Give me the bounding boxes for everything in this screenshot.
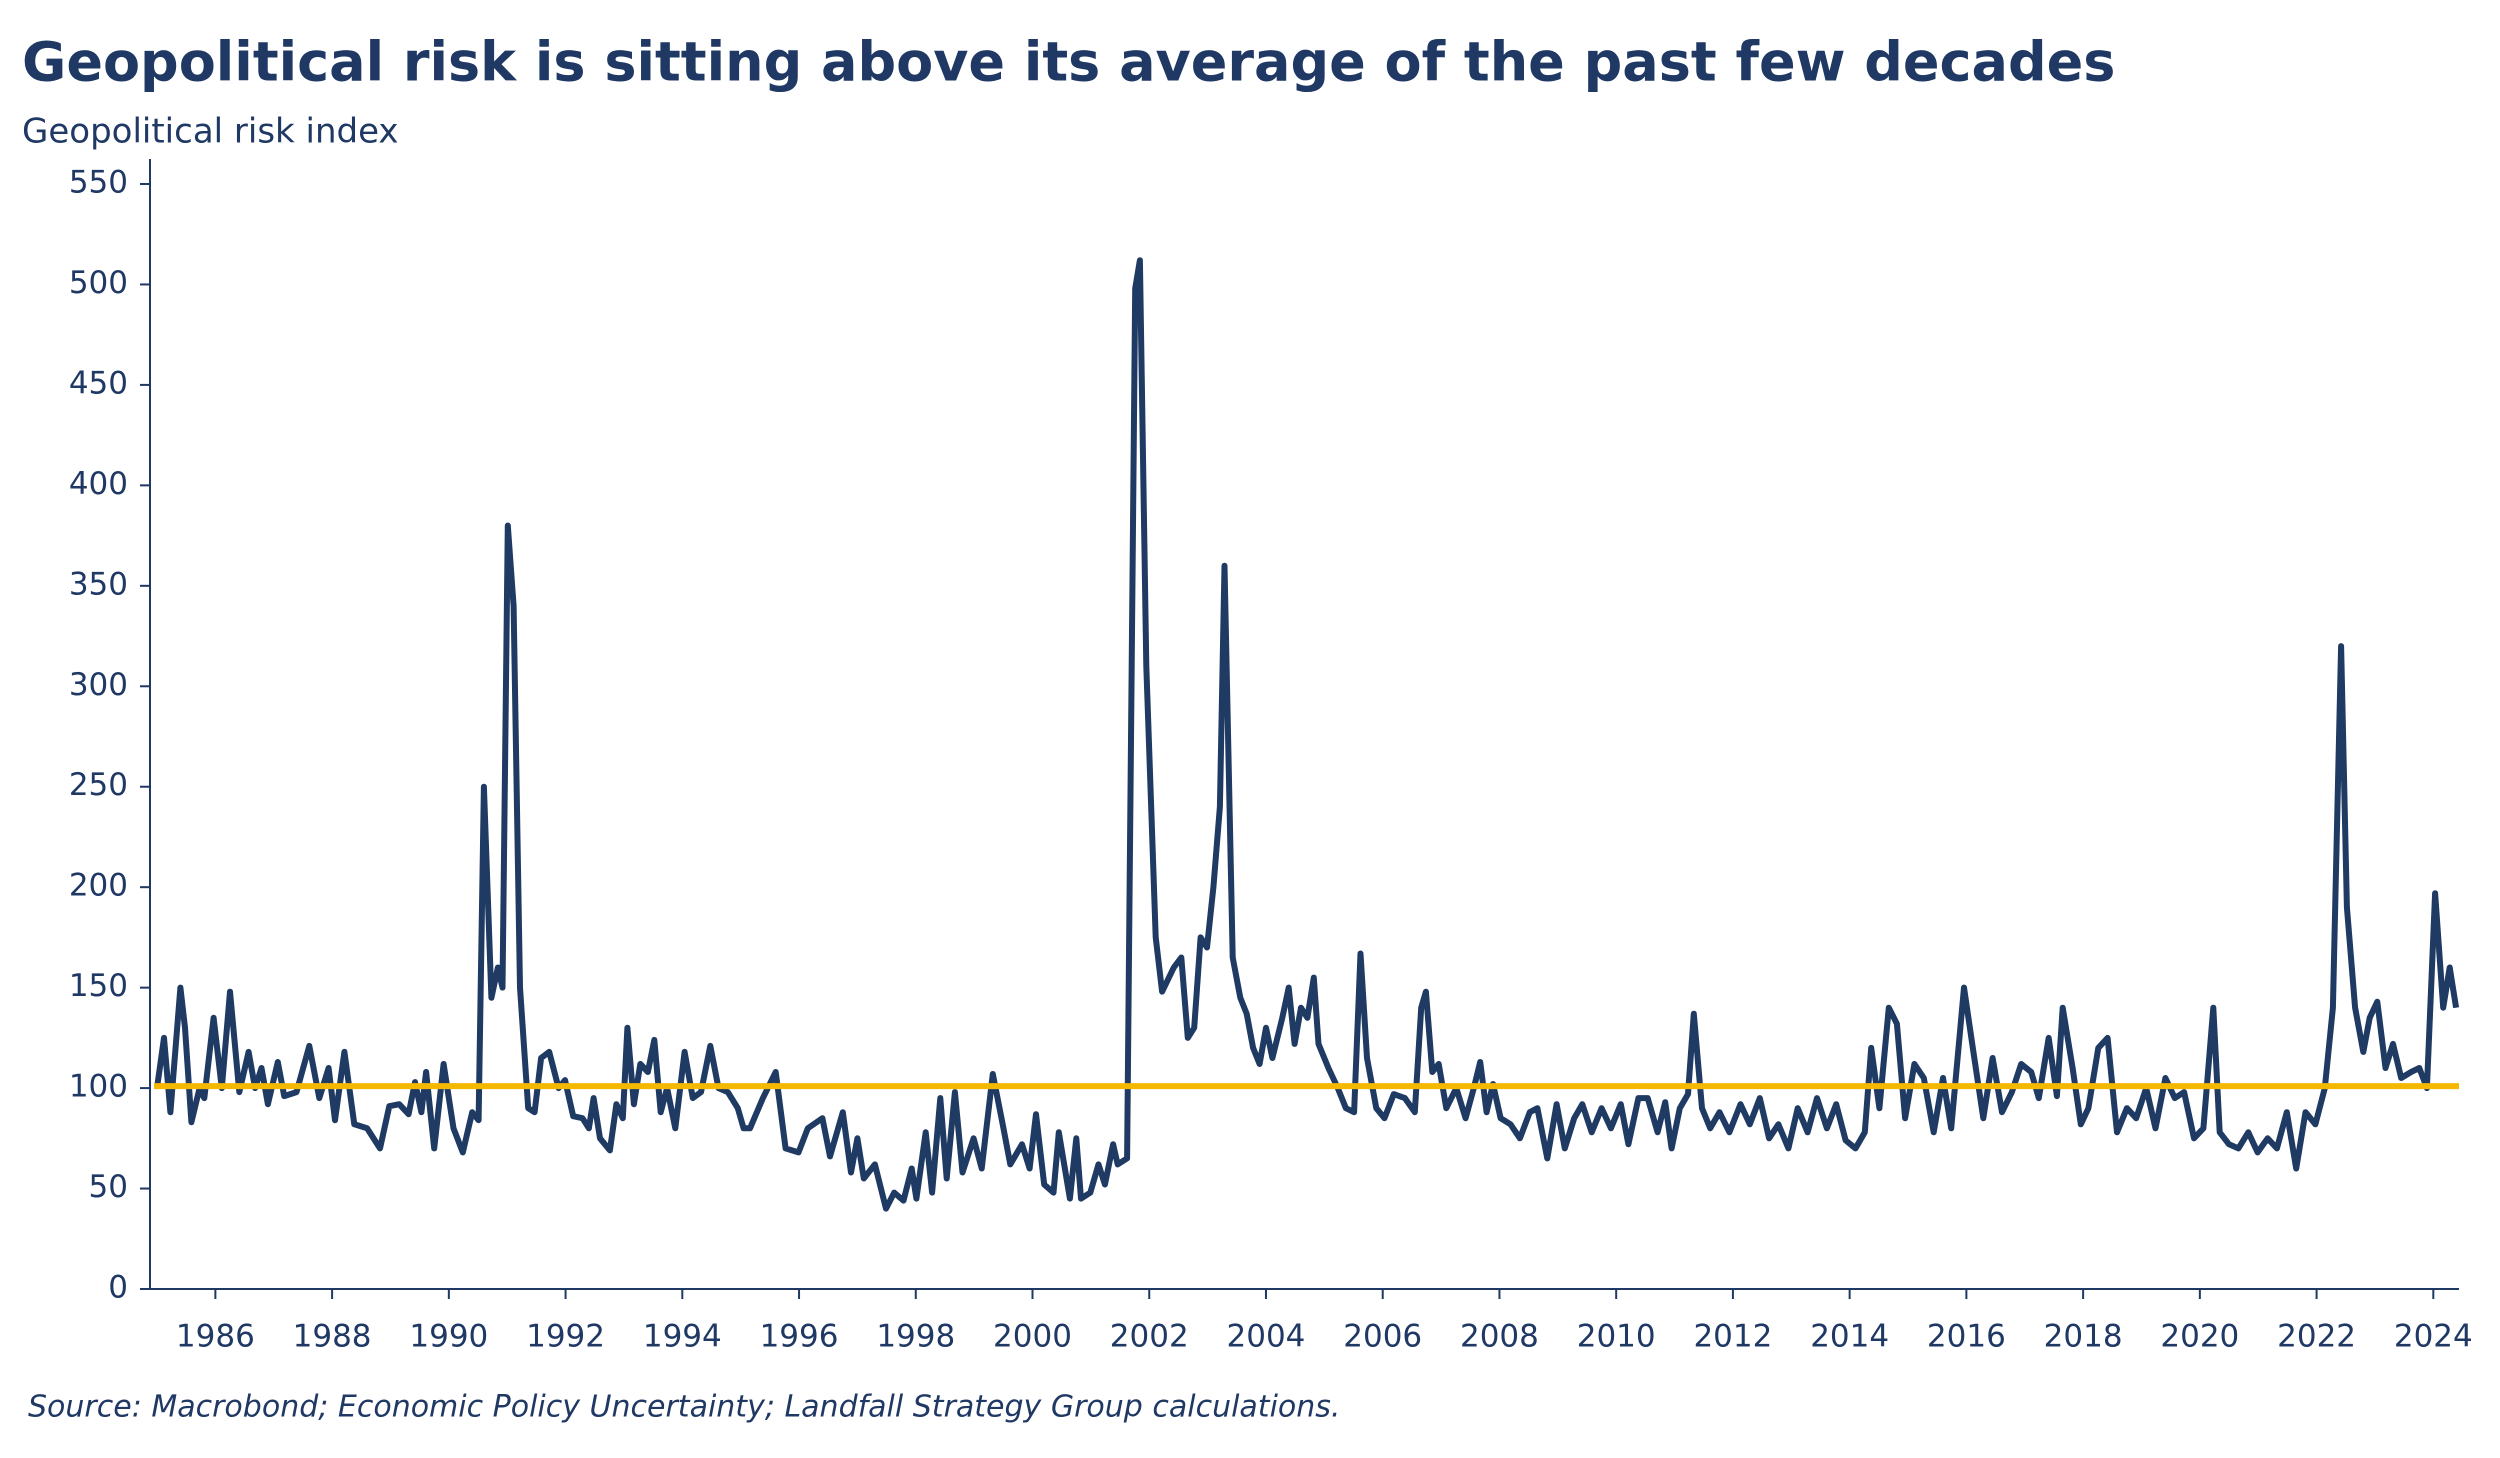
x-tick-label: 2016 [1927, 1319, 2006, 1355]
x-tick-label: 2006 [1343, 1319, 1422, 1355]
x-tick-label: 2014 [1810, 1319, 1889, 1355]
x-tick-label: 2004 [1227, 1319, 1306, 1355]
source-note: Source: Macrobond; Economic Policy Uncer… [28, 1390, 1340, 1425]
y-tick-label: 450 [69, 365, 128, 401]
x-tick-label: 1992 [526, 1319, 605, 1355]
x-tick-label: 1998 [876, 1319, 955, 1355]
x-tick-label: 2010 [1577, 1319, 1656, 1355]
y-tick-label: 550 [69, 165, 128, 201]
x-tick-label: 2012 [1693, 1319, 1772, 1355]
x-tick-label: 1986 [176, 1319, 255, 1355]
x-tick-label: 1990 [409, 1319, 488, 1355]
data-line [154, 257, 2460, 1212]
x-tick-label: 1996 [760, 1319, 839, 1355]
y-tick-label: 500 [69, 265, 128, 301]
x-tick-label: 1994 [643, 1319, 722, 1355]
x-tick-label: 2020 [2160, 1319, 2239, 1355]
y-tick-label: 50 [89, 1169, 128, 1205]
y-tick-label: 0 [108, 1270, 128, 1306]
chart-title: Geopolitical risk is sitting above its a… [22, 31, 2115, 94]
y-tick-label: 200 [69, 868, 128, 904]
y-tick-label: 250 [69, 767, 128, 803]
y-tick-label: 100 [69, 1069, 128, 1105]
x-tick-label: 2024 [2394, 1319, 2473, 1355]
y-axis-title: Geopolitical risk index [22, 112, 399, 152]
y-tick-label: 300 [69, 667, 128, 703]
x-tick-label: 2022 [2277, 1319, 2356, 1355]
x-tick-label: 2018 [2044, 1319, 2123, 1355]
y-tick-label: 400 [69, 466, 128, 502]
x-tick-label: 2000 [993, 1319, 1072, 1355]
x-tick-label: 2002 [1110, 1319, 1189, 1355]
y-tick-label: 350 [69, 566, 128, 602]
y-tick-label: 150 [69, 968, 128, 1004]
x-tick-label: 1988 [293, 1319, 372, 1355]
x-tick-label: 2008 [1460, 1319, 1539, 1355]
